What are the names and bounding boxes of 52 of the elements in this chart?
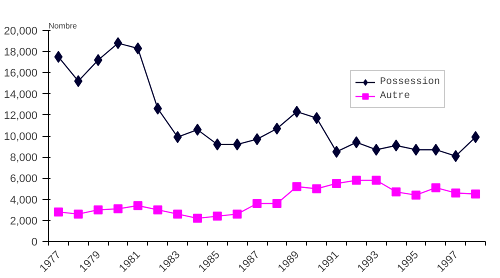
point — [54, 207, 63, 216]
y-axis-title: Nombre — [48, 22, 78, 30]
point — [332, 146, 341, 158]
point — [471, 131, 480, 144]
point — [133, 201, 142, 210]
point — [471, 190, 480, 199]
point — [153, 205, 162, 214]
point — [94, 54, 102, 66]
y-tick-label: 18,000 — [4, 46, 38, 59]
point — [213, 138, 222, 150]
y-tick-label: 12,000 — [4, 110, 38, 122]
point — [114, 37, 122, 50]
point — [173, 131, 182, 144]
point — [192, 214, 202, 223]
point — [173, 210, 182, 219]
point — [272, 122, 282, 135]
point — [134, 42, 142, 54]
point — [432, 144, 440, 156]
point — [392, 187, 401, 196]
point — [312, 184, 322, 194]
point — [372, 176, 381, 185]
point — [74, 210, 83, 219]
point — [352, 176, 361, 185]
point — [252, 199, 262, 208]
y-tick-label: 20,000 — [4, 26, 38, 38]
y-tick-label: 10,000 — [4, 131, 38, 143]
point — [94, 205, 103, 214]
y-tick-label: 0 — [31, 236, 38, 248]
point — [232, 210, 242, 219]
point — [332, 178, 342, 188]
legend-label: Autre — [380, 90, 410, 103]
y-tick-label: 4,000 — [10, 194, 38, 206]
point — [312, 112, 321, 124]
y-tick-label: 8,000 — [10, 152, 38, 164]
point — [292, 182, 302, 192]
point — [431, 183, 440, 192]
point — [352, 136, 361, 148]
point — [392, 139, 400, 152]
point — [114, 204, 123, 214]
point — [451, 188, 460, 198]
y-tick-label: 14,000 — [4, 88, 38, 101]
y-tick-label: 6,000 — [10, 173, 38, 186]
legend-label: Possession — [380, 76, 440, 89]
point — [212, 212, 222, 221]
point — [252, 133, 262, 146]
point — [411, 190, 420, 200]
point — [412, 144, 420, 156]
point — [193, 124, 202, 136]
y-tick-label: 16,000 — [4, 68, 38, 80]
point — [272, 199, 282, 208]
point — [54, 50, 63, 63]
y-tick-label: 2,000 — [10, 215, 38, 228]
